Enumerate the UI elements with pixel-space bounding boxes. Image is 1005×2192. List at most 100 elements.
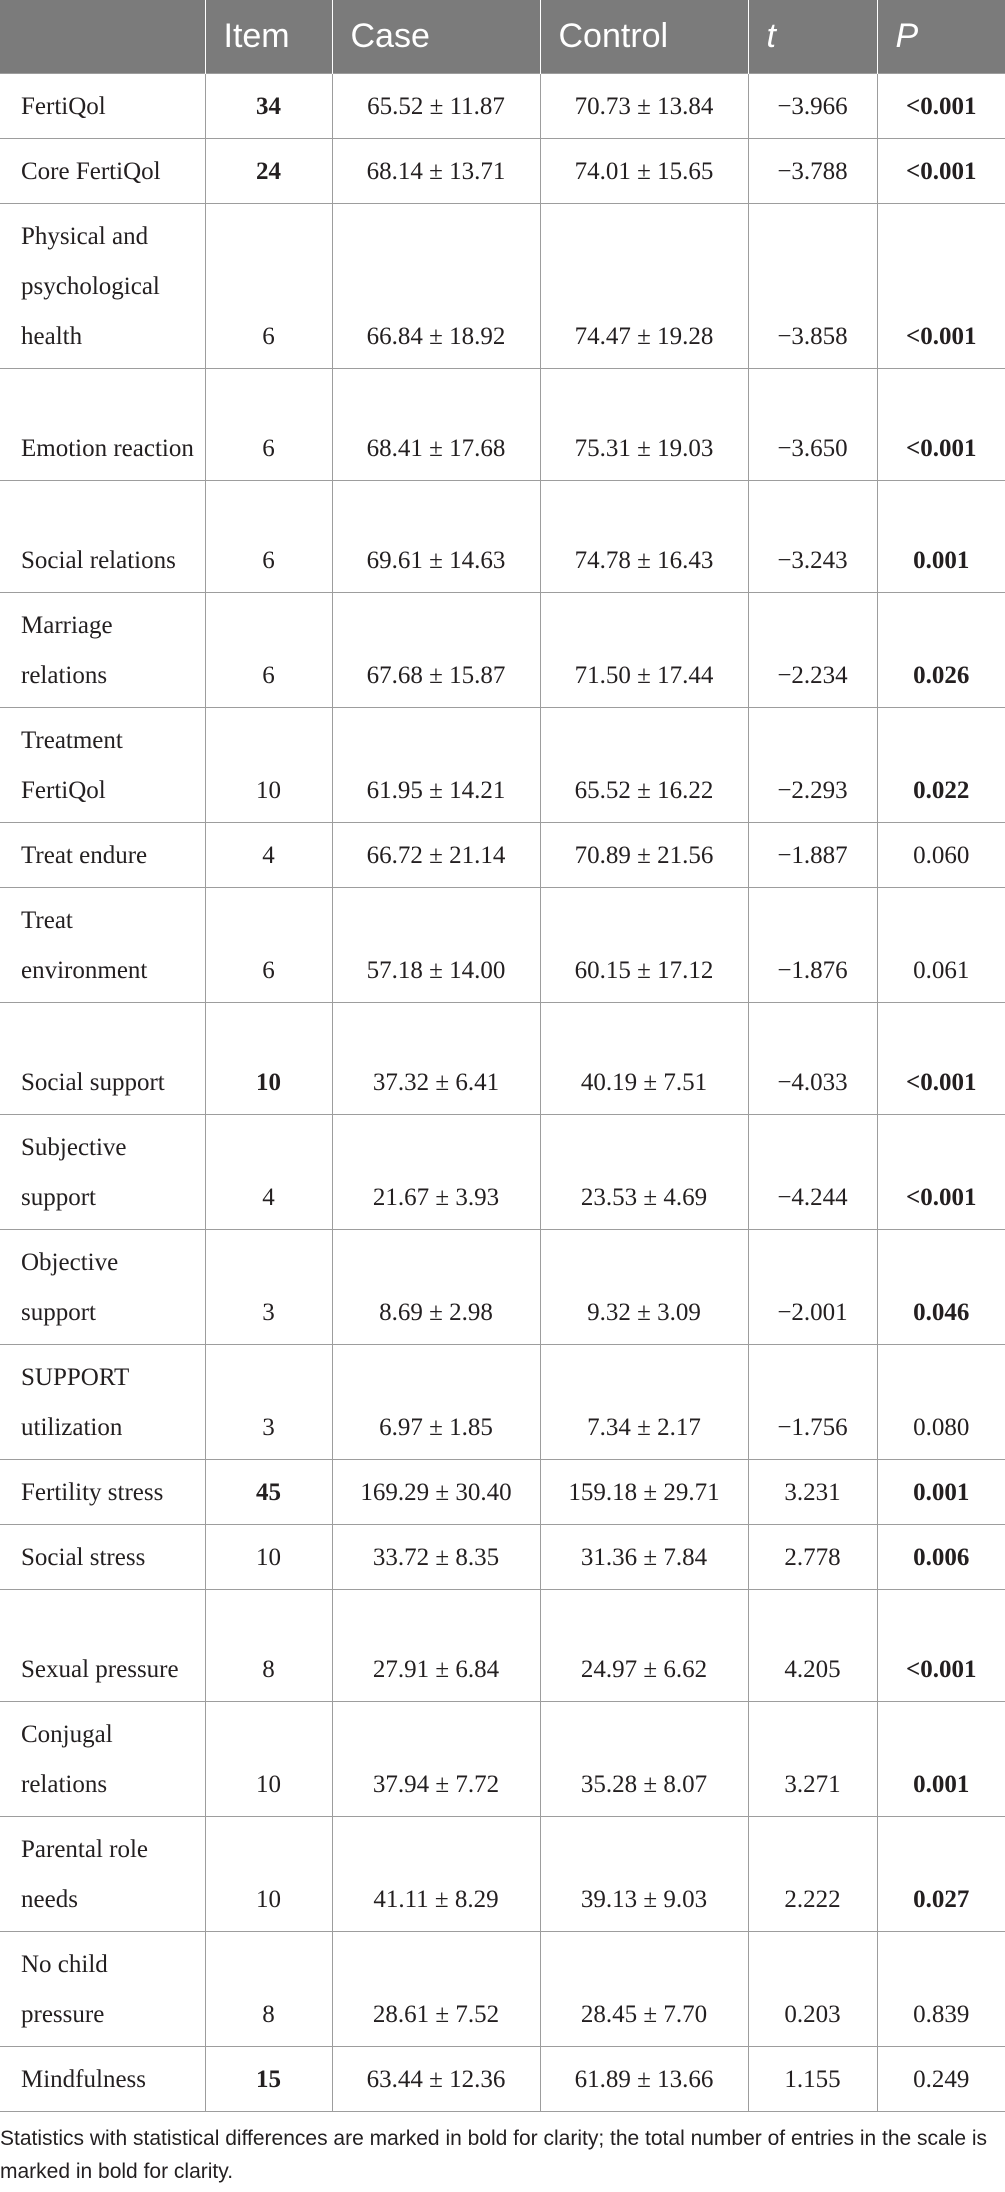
cell-p: 0.001 — [876, 1459, 1005, 1525]
table-row: Core FertiQol 24 68.14 ± 13.71 74.01 ± 15.6… — [0, 138, 1005, 204]
cell-item: 10 — [204, 707, 333, 823]
cell-case: 8.69 ± 2.98 — [331, 1229, 541, 1345]
cell-p: 0.839 — [876, 1931, 1005, 2047]
cell-item: 6 — [204, 368, 333, 481]
table-row: Physical and psychological health 6 66.84 … — [0, 203, 1005, 369]
cell-control: 9.32 ± 3.09 — [539, 1229, 749, 1345]
table-row: FertiQol 34 65.52 ± 11.87 70.73 ± 13.84 −3.9… — [0, 73, 1005, 139]
header-item: Item — [204, 0, 333, 74]
cell-case: 69.61 ± 14.63 — [331, 480, 541, 593]
cell-control: 39.13 ± 9.03 — [539, 1816, 749, 1932]
cell-case: 21.67 ± 3.93 — [331, 1114, 541, 1230]
cell-p: 0.046 — [876, 1229, 1005, 1345]
results-table: Item Case Control t P FertiQol 34 65.52 ± … — [0, 0, 1005, 2112]
cell-p: <0.001 — [876, 1002, 1005, 1115]
cell-t: 0.203 — [747, 1931, 878, 2047]
cell-p: 0.001 — [876, 1701, 1005, 1817]
cell-item: 6 — [204, 592, 333, 708]
cell-case: 67.68 ± 15.87 — [331, 592, 541, 708]
cell-t: 2.222 — [747, 1816, 878, 1932]
cell-t: −3.858 — [747, 203, 878, 369]
cell-t: −3.788 — [747, 138, 878, 204]
cell-control: 35.28 ± 8.07 — [539, 1701, 749, 1817]
table-row: Treatment FertiQol 10 61.95 ± 14.21 65.52 ±… — [0, 707, 1005, 823]
cell-t: −2.293 — [747, 707, 878, 823]
cell-control: 70.89 ± 21.56 — [539, 822, 749, 888]
cell-case: 37.32 ± 6.41 — [331, 1002, 541, 1115]
table-footnote: Statistics with statistical differences … — [0, 2127, 988, 2183]
cell-variable: Emotion reaction — [0, 368, 206, 481]
cell-variable: Fertility stress — [0, 1459, 206, 1525]
table-row: Conjugal relations 10 37.94 ± 7.72 35.28 ± … — [0, 1701, 1005, 1817]
cell-p: <0.001 — [876, 73, 1005, 139]
header-case: Case — [331, 0, 541, 74]
cell-item: 6 — [204, 480, 333, 593]
cell-variable: Marriage relations — [0, 592, 206, 708]
cell-variable: Treatment FertiQol — [0, 707, 206, 823]
cell-item: 6 — [204, 203, 333, 369]
cell-variable: Social stress — [0, 1524, 206, 1590]
cell-t: 4.205 — [747, 1589, 878, 1702]
cell-p: <0.001 — [876, 203, 1005, 369]
cell-case: 61.95 ± 14.21 — [331, 707, 541, 823]
cell-control: 60.15 ± 17.12 — [539, 887, 749, 1003]
cell-control: 23.53 ± 4.69 — [539, 1114, 749, 1230]
cell-t: 3.271 — [747, 1701, 878, 1817]
cell-p: <0.001 — [876, 1114, 1005, 1230]
cell-case: 66.84 ± 18.92 — [331, 203, 541, 369]
table-body: FertiQol 34 65.52 ± 11.87 70.73 ± 13.84 −3.9… — [0, 73, 1005, 2112]
header-p: P — [876, 0, 1005, 74]
cell-t: −3.966 — [747, 73, 878, 139]
cell-control: 31.36 ± 7.84 — [539, 1524, 749, 1590]
cell-p: 0.022 — [876, 707, 1005, 823]
table-row: Social stress 10 33.72 ± 8.35 31.36 ± 7.84 2… — [0, 1524, 1005, 1590]
header-control: Control — [539, 0, 749, 74]
cell-control: 159.18 ± 29.71 — [539, 1459, 749, 1525]
cell-item: 34 — [204, 73, 333, 139]
cell-case: 28.61 ± 7.52 — [331, 1931, 541, 2047]
cell-t: −1.756 — [747, 1344, 878, 1460]
cell-t: −2.234 — [747, 592, 878, 708]
cell-control: 74.78 ± 16.43 — [539, 480, 749, 593]
cell-case: 68.41 ± 17.68 — [331, 368, 541, 481]
cell-p: 0.080 — [876, 1344, 1005, 1460]
cell-control: 65.52 ± 16.22 — [539, 707, 749, 823]
cell-variable: Parental role needs — [0, 1816, 206, 1932]
cell-control: 70.73 ± 13.84 — [539, 73, 749, 139]
table-row: Parental role needs 10 41.11 ± 8.29 39.13 ±… — [0, 1816, 1005, 1932]
cell-variable: Treat endure — [0, 822, 206, 888]
cell-case: 37.94 ± 7.72 — [331, 1701, 541, 1817]
cell-item: 10 — [204, 1002, 333, 1115]
table-row: No child pressure 8 28.61 ± 7.52 28.45 ± 7.… — [0, 1931, 1005, 2047]
cell-control: 75.31 ± 19.03 — [539, 368, 749, 481]
table-row: SUPPORT utilization 3 6.97 ± 1.85 7.34 ± 2.… — [0, 1344, 1005, 1460]
table-row: Treat environment 6 57.18 ± 14.00 60.15 ± 1… — [0, 887, 1005, 1003]
table-row: Mindfulness 15 63.44 ± 12.36 61.89 ± 13.66 1… — [0, 2046, 1005, 2112]
cell-p: <0.001 — [876, 1589, 1005, 1702]
cell-item: 45 — [204, 1459, 333, 1525]
cell-variable: Conjugal relations — [0, 1701, 206, 1817]
cell-control: 40.19 ± 7.51 — [539, 1002, 749, 1115]
cell-variable: Core FertiQol — [0, 138, 206, 204]
cell-t: −4.033 — [747, 1002, 878, 1115]
cell-variable: Social support — [0, 1002, 206, 1115]
table-row: Treat endure 4 66.72 ± 21.14 70.89 ± 21.56−… — [0, 822, 1005, 888]
table-row: Social relations 6 69.61 ± 14.63 74.78 ± 16… — [0, 480, 1005, 593]
cell-p: 0.026 — [876, 592, 1005, 708]
cell-case: 65.52 ± 11.87 — [331, 73, 541, 139]
cell-variable: FertiQol — [0, 73, 206, 139]
table-row: Social support 10 37.32 ± 6.41 40.19 ± 7.51… — [0, 1002, 1005, 1115]
cell-control: 28.45 ± 7.70 — [539, 1931, 749, 2047]
cell-item: 3 — [204, 1344, 333, 1460]
cell-case: 41.11 ± 8.29 — [331, 1816, 541, 1932]
cell-case: 57.18 ± 14.00 — [331, 887, 541, 1003]
cell-variable: Treat environment — [0, 887, 206, 1003]
cell-control: 7.34 ± 2.17 — [539, 1344, 749, 1460]
cell-p: 0.249 — [876, 2046, 1005, 2112]
cell-p: <0.001 — [876, 368, 1005, 481]
cell-item: 10 — [204, 1524, 333, 1590]
cell-p: 0.006 — [876, 1524, 1005, 1590]
cell-t: −1.876 — [747, 887, 878, 1003]
header-t: t — [747, 0, 878, 74]
cell-item: 4 — [204, 822, 333, 888]
